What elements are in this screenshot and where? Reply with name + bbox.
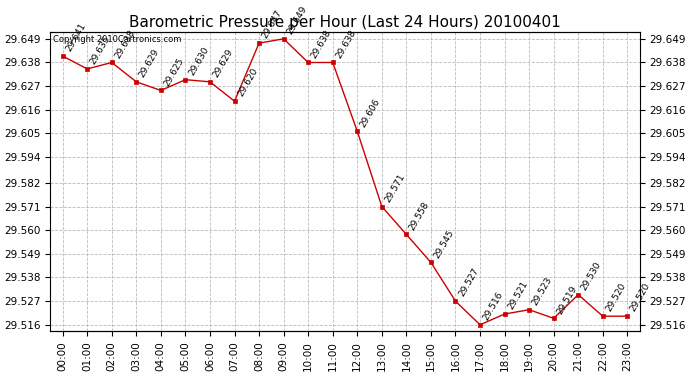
Text: 29.620: 29.620 [236,67,259,98]
Text: 29.606: 29.606 [359,97,382,129]
Text: 29.647: 29.647 [260,9,284,40]
Text: 29.521: 29.521 [506,280,529,311]
Text: 29.516: 29.516 [482,290,505,322]
Text: 29.519: 29.519 [555,284,579,315]
Text: 29.530: 29.530 [580,260,603,292]
Text: 29.625: 29.625 [162,56,186,88]
Text: 29.641: 29.641 [64,22,88,53]
Text: 29.520: 29.520 [629,282,652,314]
Text: Copyright 2010Cartronics.com: Copyright 2010Cartronics.com [53,35,181,44]
Text: 29.630: 29.630 [187,45,210,77]
Text: 29.649: 29.649 [285,4,308,36]
Text: 29.545: 29.545 [433,228,456,260]
Text: 29.523: 29.523 [531,275,554,307]
Text: 29.629: 29.629 [138,47,161,79]
Text: 29.629: 29.629 [211,47,235,79]
Text: 29.520: 29.520 [604,282,628,314]
Text: 29.527: 29.527 [457,267,480,298]
Text: 29.635: 29.635 [88,34,112,66]
Title: Barometric Pressure per Hour (Last 24 Hours) 20100401: Barometric Pressure per Hour (Last 24 Ho… [129,15,561,30]
Text: 29.638: 29.638 [310,28,333,60]
Text: 29.558: 29.558 [408,200,431,232]
Text: 29.571: 29.571 [383,172,407,204]
Text: 29.638: 29.638 [113,28,137,60]
Text: 29.638: 29.638 [334,28,357,60]
